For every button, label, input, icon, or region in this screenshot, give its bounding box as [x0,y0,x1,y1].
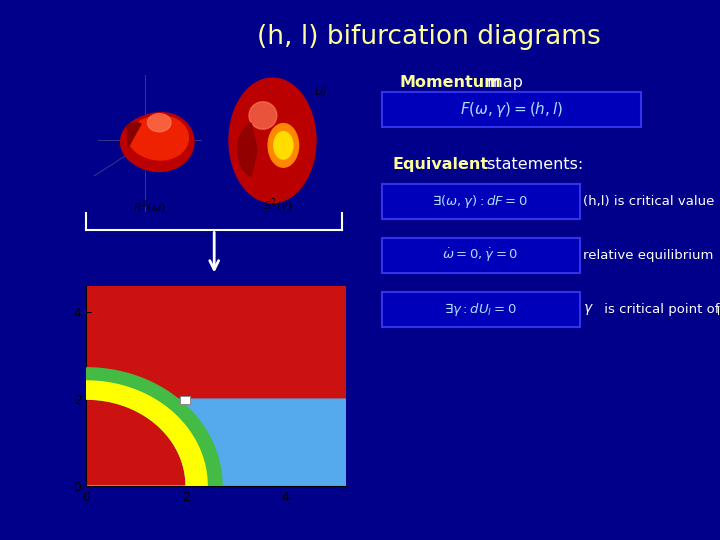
Text: $\gamma$: $\gamma$ [583,302,594,317]
Text: $U_l$: $U_l$ [314,85,326,99]
Polygon shape [148,113,171,132]
Polygon shape [249,102,276,129]
Polygon shape [86,399,346,486]
Polygon shape [86,380,209,486]
Polygon shape [129,116,189,160]
Circle shape [268,124,299,167]
Polygon shape [238,123,257,177]
Text: (h, l) bifurcation diagrams: (h, l) bifurcation diagrams [256,24,600,50]
Text: Momentum: Momentum [400,75,501,90]
Text: $R^3(\omega)$: $R^3(\omega)$ [133,199,166,217]
Polygon shape [120,113,194,171]
FancyBboxPatch shape [382,292,580,327]
Circle shape [274,132,293,159]
FancyBboxPatch shape [382,238,580,273]
Text: $\dot\omega = 0, \dot\gamma = 0$: $\dot\omega = 0, \dot\gamma = 0$ [442,247,518,264]
Polygon shape [86,368,222,486]
FancyBboxPatch shape [382,92,641,127]
FancyBboxPatch shape [382,184,580,219]
Polygon shape [127,123,141,148]
Text: $S^2(\gamma)$: $S^2(\gamma)$ [263,197,292,215]
Text: relative equilibrium: relative equilibrium [583,249,714,262]
Text: map: map [482,75,523,90]
Text: (h,l) is critical value: (h,l) is critical value [583,195,714,208]
Text: $\exists\gamma:dU_l=0$: $\exists\gamma:dU_l=0$ [444,301,516,318]
Text: statements:: statements: [482,157,583,172]
Text: l: l [717,307,720,317]
Polygon shape [86,286,346,486]
Text: is critical point of U: is critical point of U [600,303,720,316]
Bar [180,396,190,404]
Text: $F(\omega,\gamma) = (h, l)$: $F(\omega,\gamma) = (h, l)$ [459,100,563,119]
Text: Equivalent: Equivalent [392,157,489,172]
Text: $\exists(\omega,\gamma):dF=0$: $\exists(\omega,\gamma):dF=0$ [432,193,528,210]
Circle shape [229,78,316,202]
